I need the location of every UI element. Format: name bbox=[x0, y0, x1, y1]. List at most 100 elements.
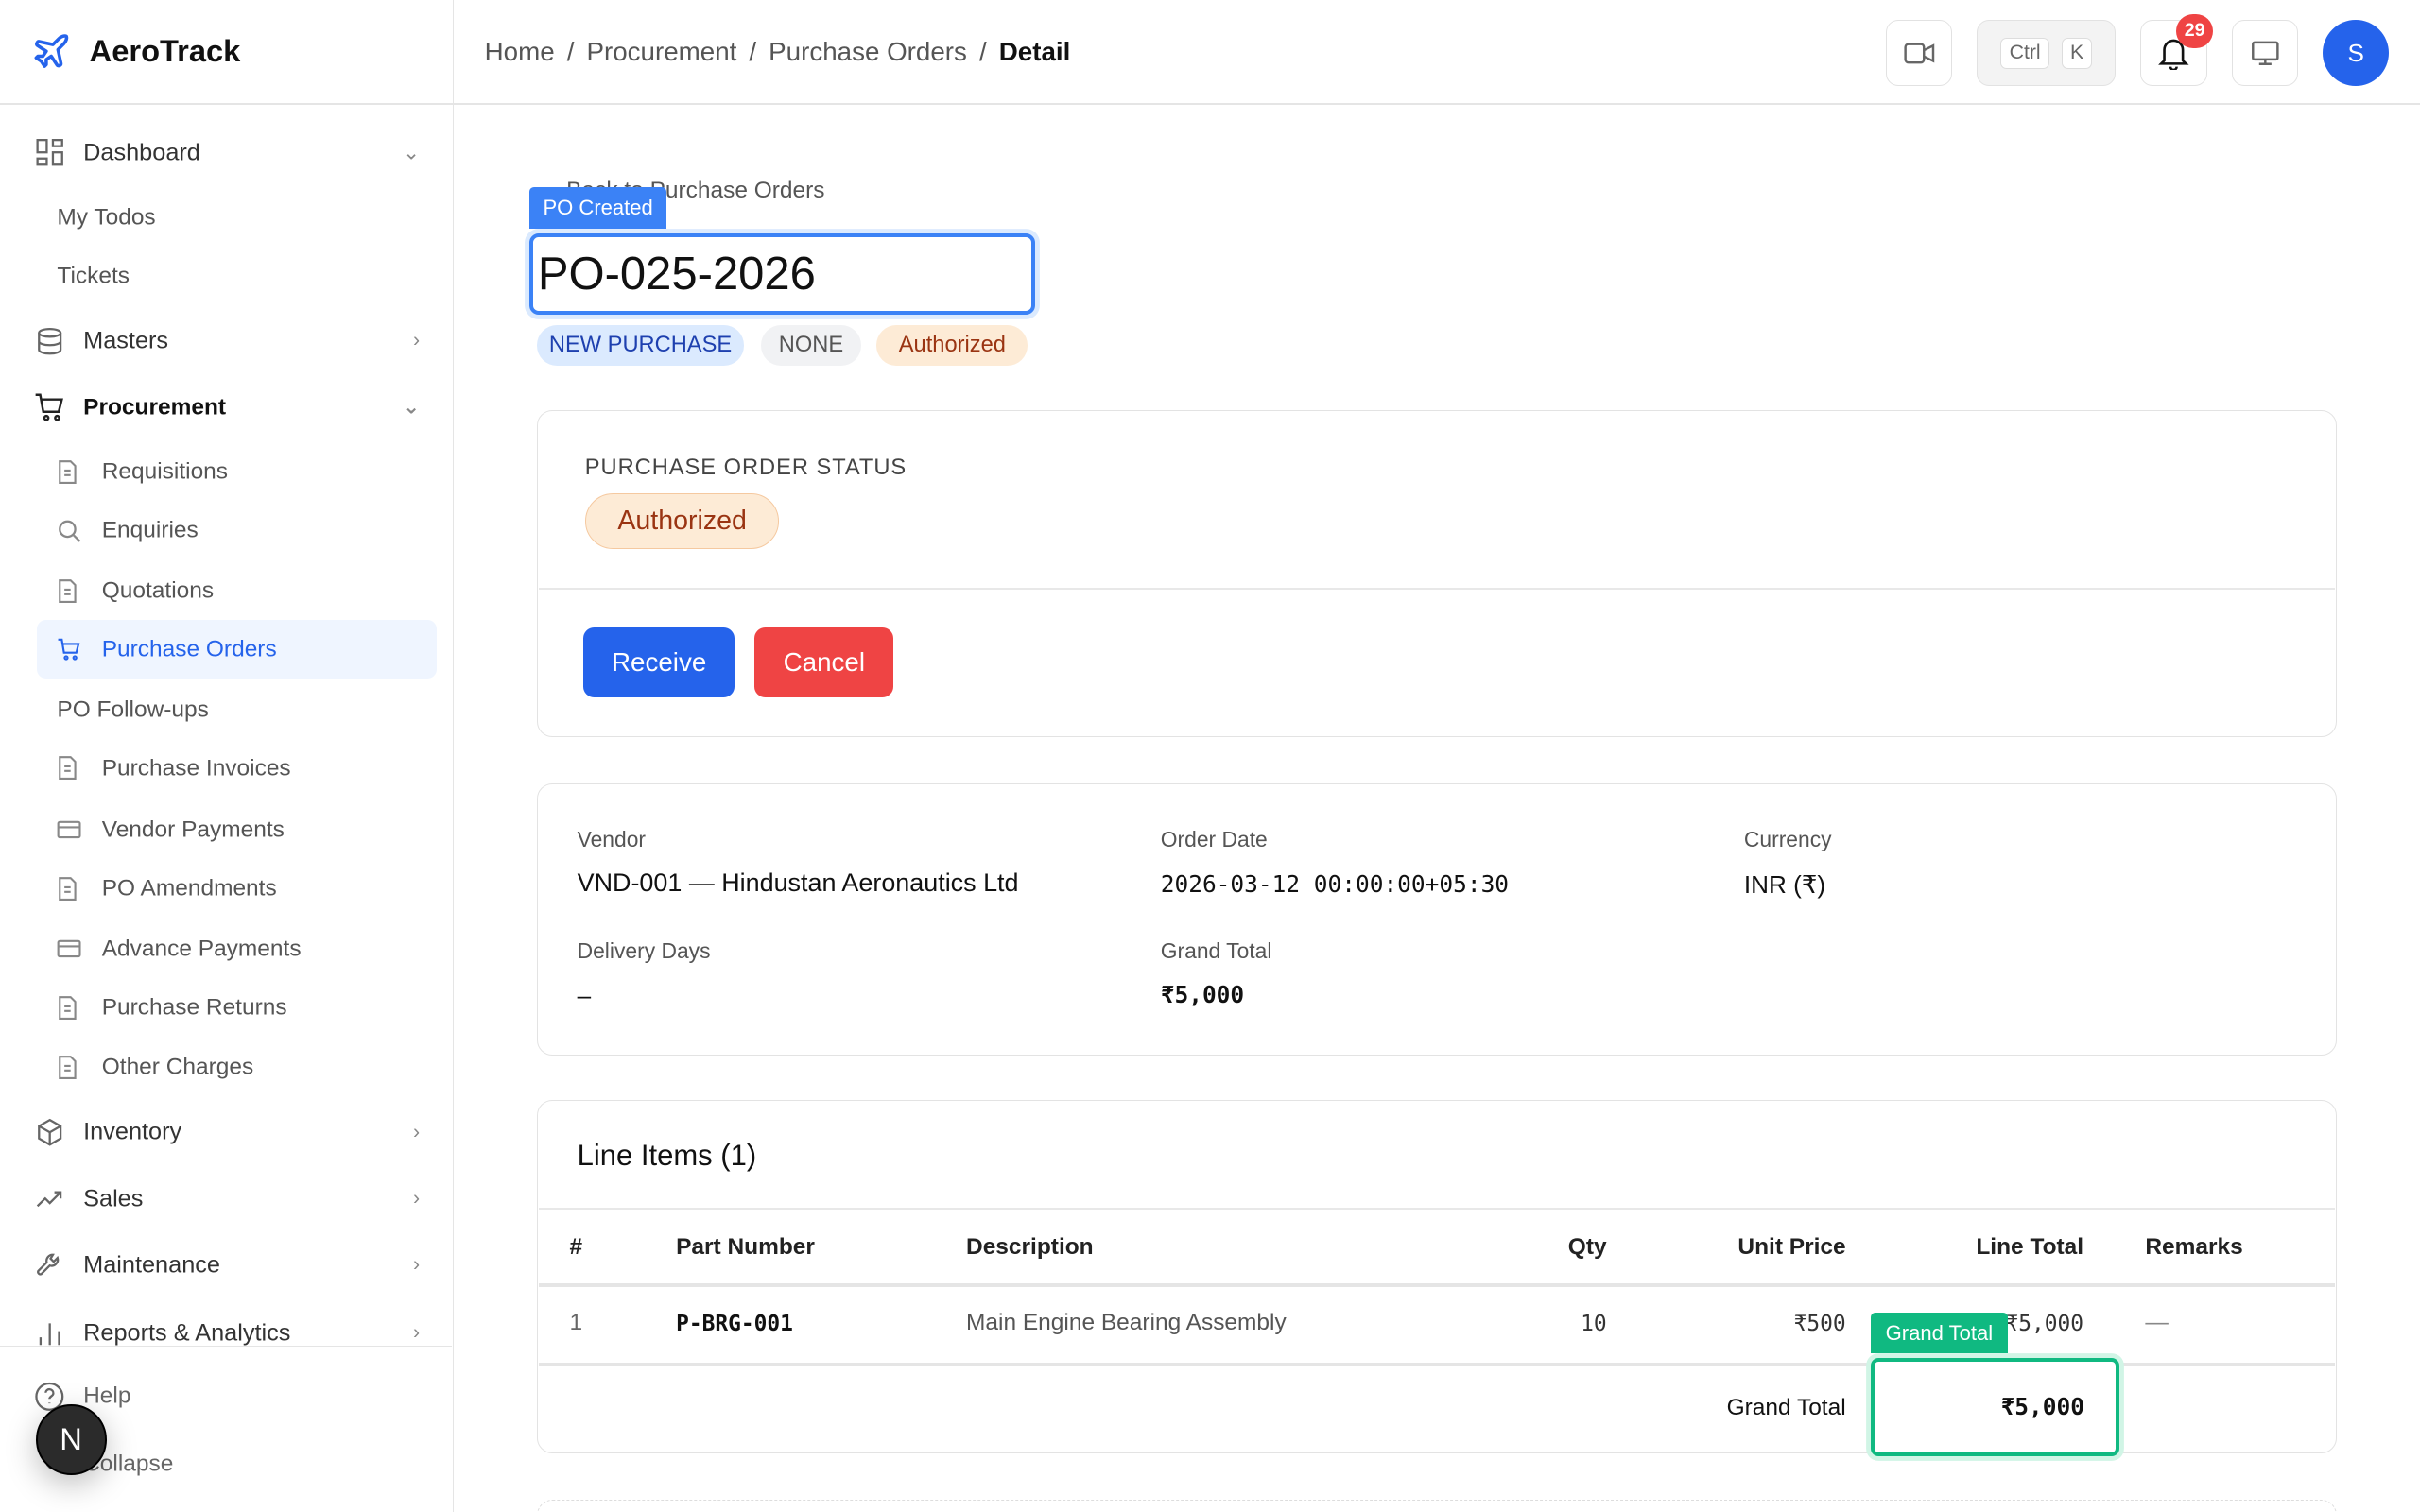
col-header-index: # bbox=[569, 1234, 583, 1261]
breadcrumb-purchase-orders[interactable]: Purchase Orders bbox=[769, 37, 967, 67]
sidebar-item-procurement[interactable]: Procurement ⌄ bbox=[34, 385, 420, 431]
table-row-divider bbox=[538, 1362, 2336, 1366]
help-link[interactable]: Help bbox=[34, 1373, 420, 1419]
chevron-right-icon: › bbox=[412, 1187, 421, 1210]
grand-total-highlight-badge: Grand Total bbox=[1870, 1313, 2009, 1353]
sidebar-item-dashboard[interactable]: Dashboard ⌄ bbox=[34, 129, 420, 176]
sidebar-item-label: Masters bbox=[83, 327, 169, 354]
kbd-k: K bbox=[2061, 38, 2093, 69]
sidebar-item-masters[interactable]: Masters › bbox=[34, 318, 420, 364]
dashboard-grid-icon bbox=[34, 137, 65, 168]
command-search-button[interactable]: Ctrl K bbox=[1977, 20, 2117, 87]
sidebar-item-label: Reports & Analytics bbox=[83, 1319, 291, 1346]
box-return-icon bbox=[57, 995, 81, 1020]
sidebar-item-label: Purchase Orders bbox=[101, 636, 277, 662]
sidebar-item-other-charges[interactable]: Other Charges bbox=[57, 1044, 253, 1091]
sidebar-item-label: Quotations bbox=[101, 577, 215, 604]
card-icon bbox=[57, 936, 81, 961]
grand-total-value: ₹5,000 bbox=[1160, 981, 1245, 1009]
sidebar-item-po-follow-ups[interactable]: PO Follow-ups bbox=[57, 687, 208, 733]
cancel-button[interactable]: Cancel bbox=[754, 627, 894, 697]
help-circle-icon bbox=[34, 1381, 65, 1412]
sidebar-item-label: Tickets bbox=[57, 263, 130, 289]
sidebar-item-label: Purchase Invoices bbox=[101, 755, 291, 782]
sidebar-item-label: Other Charges bbox=[101, 1054, 254, 1080]
sidebar-item-label: Purchase Returns bbox=[101, 994, 287, 1021]
sidebar-item-purchase-returns[interactable]: Purchase Returns bbox=[57, 985, 287, 1031]
trending-up-icon bbox=[34, 1183, 65, 1214]
monitor-icon bbox=[2251, 41, 2279, 65]
app-logo[interactable]: AeroTrack bbox=[31, 31, 241, 71]
dollar-file-icon bbox=[57, 1056, 81, 1080]
sidebar-item-quotations[interactable]: Quotations bbox=[57, 568, 214, 614]
chevron-down-icon: ⌄ bbox=[403, 142, 421, 164]
attachments-dropzone bbox=[537, 1499, 2337, 1512]
sidebar-item-maintenance[interactable]: Maintenance › bbox=[34, 1242, 420, 1288]
user-avatar[interactable]: S bbox=[2323, 20, 2390, 87]
line-items-title: Line Items (1) bbox=[577, 1138, 757, 1172]
grand-total-row-label: Grand Total bbox=[1726, 1394, 1846, 1420]
sidebar-item-purchase-orders[interactable]: Purchase Orders bbox=[57, 627, 277, 673]
video-icon bbox=[1904, 43, 1935, 64]
app-name: AeroTrack bbox=[89, 32, 241, 68]
dev-tools-badge[interactable]: N bbox=[35, 1403, 107, 1475]
sidebar-item-label: Maintenance bbox=[83, 1251, 220, 1279]
col-header-qty: Qty bbox=[1567, 1234, 1607, 1261]
breadcrumb-home[interactable]: Home bbox=[484, 37, 555, 67]
database-icon bbox=[34, 325, 65, 356]
chevron-down-icon: ⌄ bbox=[403, 396, 421, 419]
active-item-highlight bbox=[37, 620, 438, 679]
sidebar-item-label: Procurement bbox=[83, 394, 227, 421]
sidebar-item-requisitions[interactable]: Requisitions bbox=[57, 449, 228, 495]
bell-icon bbox=[2158, 39, 2189, 71]
sidebar-item-label: My Todos bbox=[57, 204, 156, 231]
display-button[interactable] bbox=[2231, 20, 2298, 87]
grand-total-amount: ₹5,000 bbox=[2000, 1393, 2084, 1421]
po-info-card bbox=[537, 783, 2337, 1056]
col-header-part-number: Part Number bbox=[676, 1234, 815, 1261]
cell-description: Main Engine Bearing Assembly bbox=[966, 1310, 1287, 1336]
chevron-right-icon: › bbox=[412, 1321, 421, 1344]
sidebar-item-reports[interactable]: Reports & Analytics › bbox=[34, 1312, 420, 1346]
sidebar-item-label: Requisitions bbox=[101, 458, 229, 485]
sidebar-item-advance-payments[interactable]: Advance Payments bbox=[57, 926, 302, 972]
chevron-right-icon: › bbox=[412, 329, 421, 352]
chevron-right-icon: › bbox=[412, 1121, 421, 1143]
status-tag: Authorized bbox=[876, 325, 1028, 366]
sidebar-item-label: Inventory bbox=[83, 1118, 182, 1145]
vendor-value: VND-001 — Hindustan Aeronautics Ltd bbox=[577, 868, 1019, 898]
sidebar-item-label: Advance Payments bbox=[101, 936, 302, 962]
table-header-divider bbox=[538, 1283, 2336, 1287]
file-edit-icon bbox=[57, 876, 81, 901]
po-created-badge: PO Created bbox=[528, 186, 667, 229]
sidebar-item-vendor-payments[interactable]: Vendor Payments bbox=[57, 807, 285, 853]
sidebar-item-label: Dashboard bbox=[83, 139, 200, 166]
sidebar-item-sales[interactable]: Sales › bbox=[34, 1176, 420, 1222]
sidebar-item-purchase-invoices[interactable]: Purchase Invoices bbox=[57, 746, 291, 792]
sidebar-item-po-amendments[interactable]: PO Amendments bbox=[57, 866, 277, 912]
order-date-label: Order Date bbox=[1160, 827, 1268, 852]
sidebar-item-inventory[interactable]: Inventory › bbox=[34, 1109, 420, 1156]
dev-badge-letter: N bbox=[60, 1421, 82, 1457]
po-number-title: PO-025-2026 bbox=[528, 232, 1036, 316]
currency-label: Currency bbox=[1743, 827, 1832, 852]
col-header-unit-price: Unit Price bbox=[1737, 1234, 1846, 1261]
receive-button[interactable]: Receive bbox=[583, 627, 735, 697]
sidebar-item-enquiries[interactable]: Enquiries bbox=[57, 507, 199, 554]
bar-chart-icon bbox=[34, 1317, 65, 1346]
grand-total-row-value: ₹5,000 bbox=[1870, 1357, 2119, 1457]
delivery-days-value: – bbox=[577, 981, 592, 1010]
sidebar-item-my-todos[interactable]: My Todos bbox=[57, 195, 155, 241]
sidebar-item-label: PO Follow-ups bbox=[57, 696, 209, 723]
order-date-value: 2026-03-12 00:00:00+05:30 bbox=[1160, 869, 1510, 898]
purchase-type-tag: NEW PURCHASE bbox=[537, 325, 744, 366]
cell-part-number: P-BRG-001 bbox=[676, 1311, 793, 1336]
col-header-line-total: Line Total bbox=[1976, 1234, 2084, 1261]
sidebar-item-tickets[interactable]: Tickets bbox=[57, 253, 130, 300]
plane-icon bbox=[34, 33, 68, 68]
file-icon bbox=[57, 578, 81, 603]
sidebar-item-label: Sales bbox=[83, 1185, 144, 1212]
header-divider bbox=[0, 103, 2420, 105]
video-button[interactable] bbox=[1886, 20, 1953, 87]
breadcrumb-procurement[interactable]: Procurement bbox=[586, 37, 737, 67]
